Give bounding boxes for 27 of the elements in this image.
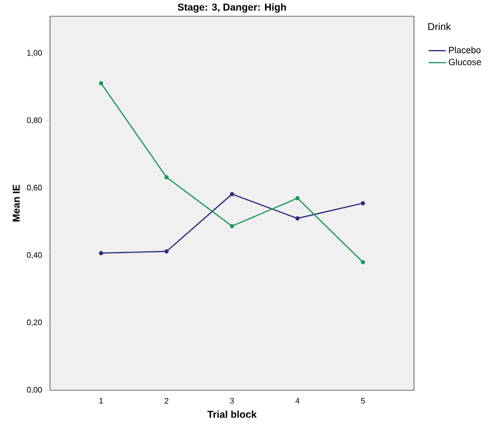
point [230,192,234,196]
legend-label: Glucose [448,58,482,66]
y-tick-label: 0,00 [26,386,42,394]
x-tick-label: 2 [164,398,168,404]
legend-label: Placebo [449,46,481,54]
legend-title: Drink [428,22,451,30]
point [164,249,169,254]
point [230,224,234,228]
point [295,196,300,200]
chart-title: Stage: 3, Danger: High [178,3,286,13]
x-tick-label: 5 [361,398,365,404]
y-tick-label: 0,20 [26,319,42,326]
y-axis-title: Mean IE [12,184,20,222]
point [98,250,104,256]
point [360,201,366,206]
point [98,81,104,86]
x-tick-label: 1 [99,398,103,404]
y-tick-label: 0,40 [26,252,42,259]
y-tick-label: 0,60 [26,184,42,192]
point [360,260,366,264]
y-tick-label: 1,00 [27,50,42,56]
point [295,216,300,220]
x-tick-label: 3 [230,398,234,404]
x-tick-label: 4 [295,398,300,404]
y-tick-label: 0,80 [26,117,42,124]
x-axis-title: Trial block [207,410,257,418]
point [164,175,169,180]
